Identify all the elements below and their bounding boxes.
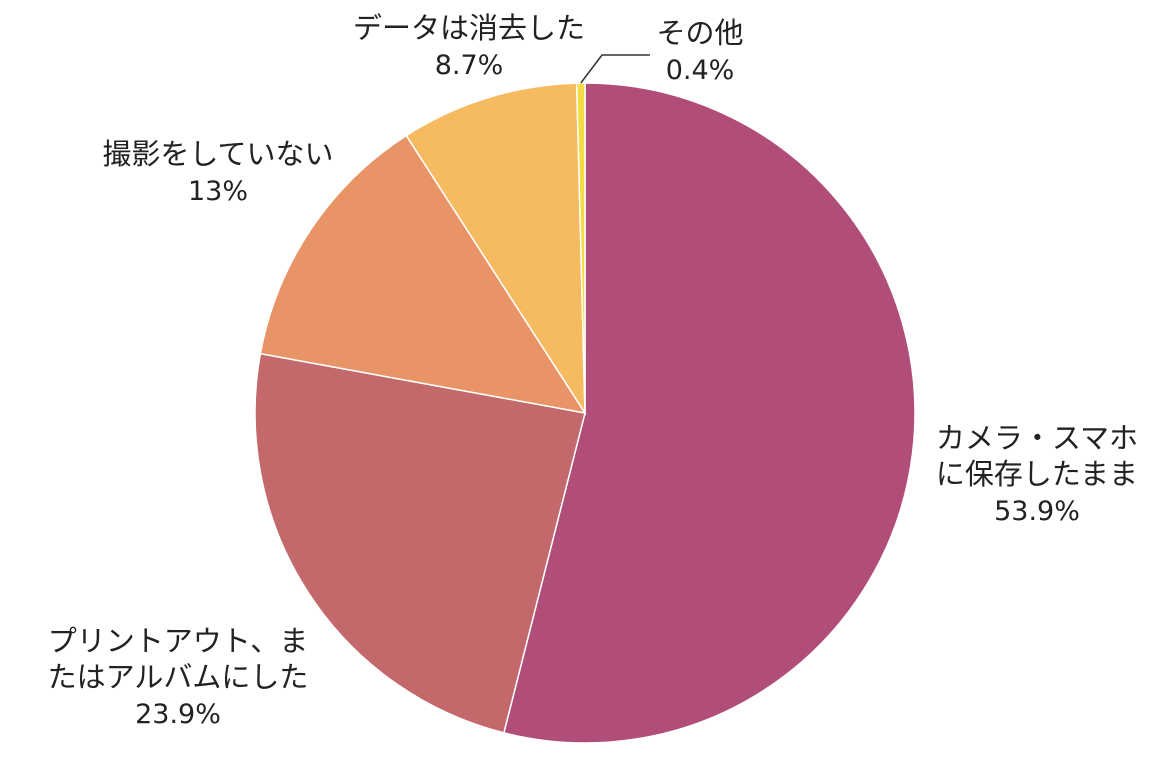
pie-slice-3 [405,82,586,416]
pie-slice-2 [259,134,587,415]
slice-label-3-line-0: データは消去した [353,11,585,45]
slice-label-0-line-1: に保存したまま [936,457,1138,491]
slice-value-0: 53.9% [994,496,1080,527]
leader-lines [580,54,650,84]
leader-line-4 [580,54,650,84]
slice-value-1: 23.9% [135,699,221,730]
slice-label-4-line-0: その他 [656,16,743,50]
slice-label-2-line-0: 撮影をしていない [102,137,333,171]
slice-label-1-line-1: たはアルバムにした [48,660,309,694]
slice-value-4: 0.4% [666,55,735,86]
pie-slices [254,82,916,744]
slice-label-0-line-0: カメラ・スマホ [936,421,1138,455]
pie-slice-0 [502,82,916,744]
pie-slice-1 [254,352,586,734]
slice-value-3: 8.7% [435,50,504,81]
slice-label-1-line-0: プリントアウト、ま [48,624,308,658]
slice-value-2: 13% [188,176,248,207]
